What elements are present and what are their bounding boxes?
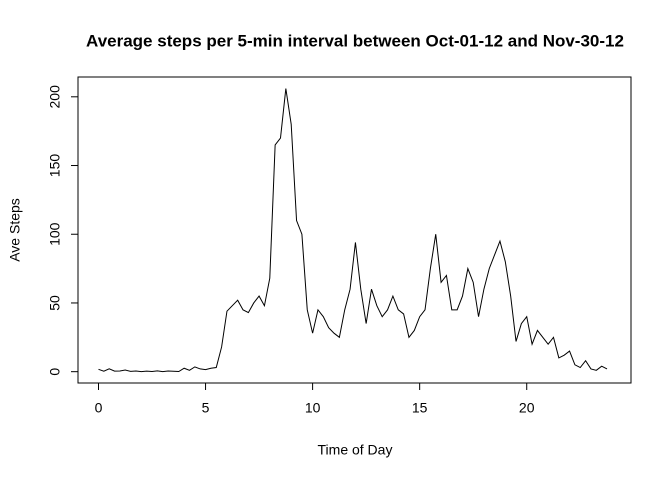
x-tick-label: 0 (95, 400, 103, 416)
y-tick-label: 50 (47, 295, 63, 311)
plot-frame (77, 76, 632, 384)
y-tick-label: 150 (47, 154, 63, 178)
chart-title: Average steps per 5-min interval between… (86, 31, 624, 50)
y-tick-label: 0 (47, 368, 63, 376)
data-line (98, 88, 608, 373)
x-axis-label: Time of Day (318, 442, 393, 458)
x-tick-label: 10 (305, 400, 321, 416)
y-axis-label: Ave Steps (7, 198, 23, 262)
y-tick-label: 200 (47, 85, 63, 109)
x-tick-label: 15 (412, 400, 428, 416)
y-tick-label: 100 (47, 222, 63, 246)
x-tick-label: 20 (519, 400, 535, 416)
x-tick-label: 5 (202, 400, 210, 416)
